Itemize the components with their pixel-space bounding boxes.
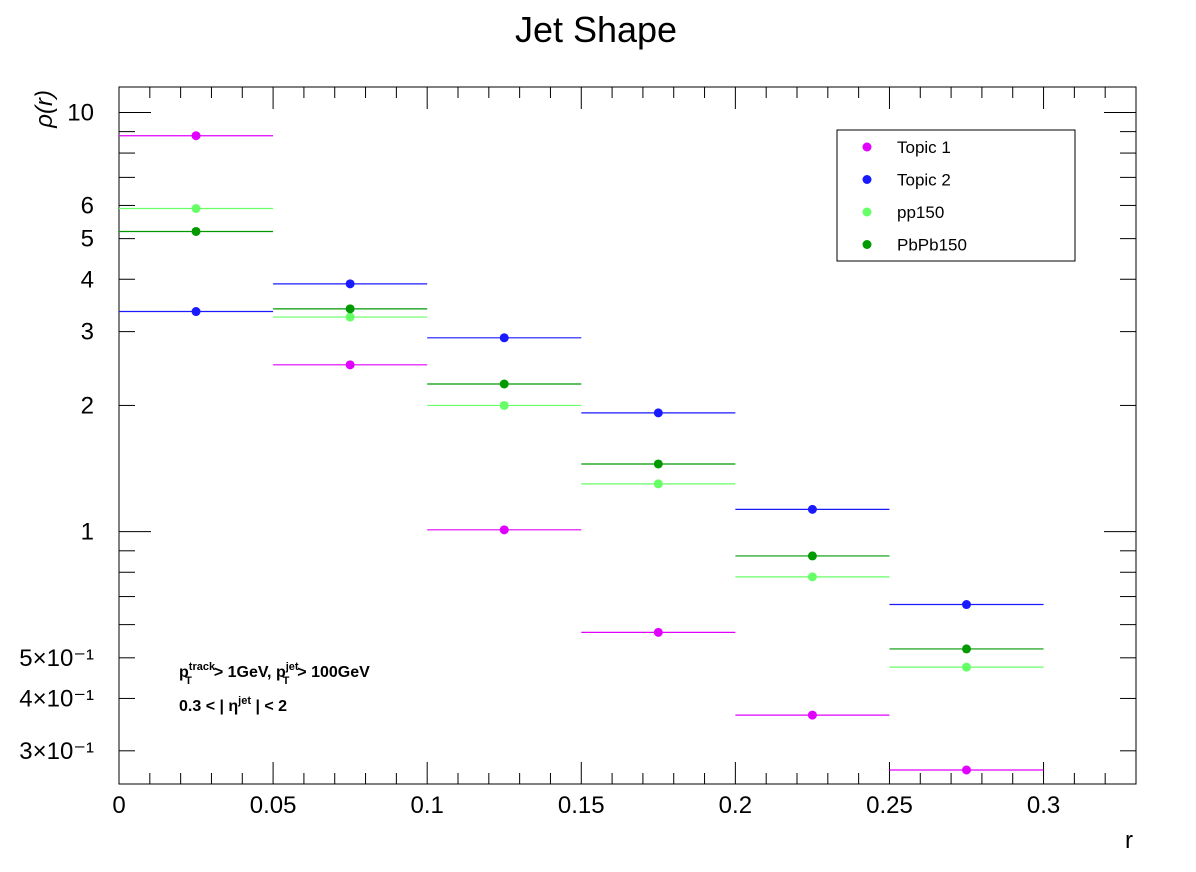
data-point: [807, 504, 817, 514]
y-tick-label: 10: [67, 99, 94, 126]
y-tick-label: 5: [81, 226, 94, 253]
data-point: [962, 600, 971, 610]
y-tick-label: 4×10⁻¹: [19, 685, 94, 712]
legend-box: [836, 129, 1076, 262]
data-point: [191, 226, 201, 236]
series-pbpb150: [119, 226, 1044, 654]
legend-marker: [862, 175, 872, 184]
data-point: [345, 304, 355, 314]
x-tick-labels: 0 0.05 0.1 0.15 0.2 0.25 0.3: [112, 792, 1060, 819]
legend-label: Topic 1: [897, 138, 951, 157]
y-tick-label: 3×10⁻¹: [19, 738, 94, 765]
data-point: [807, 572, 817, 582]
x-axis-label: r: [1125, 827, 1133, 854]
legend-entries: Topic 1 Topic 2 pp150 PbPb150: [862, 138, 967, 255]
data-point: [499, 379, 509, 389]
x-tick-label: 0.25: [866, 792, 913, 819]
legend-marker: [862, 142, 872, 152]
y-tick-label: 2: [81, 392, 94, 419]
y-tick-label: 6: [81, 192, 94, 219]
data-point: [191, 203, 201, 213]
data-point: [191, 307, 201, 317]
data-point: [191, 131, 201, 141]
x-tick-label: 0: [112, 792, 125, 819]
legend-marker: [862, 207, 872, 217]
x-tick-label: 0.15: [558, 792, 605, 819]
y-tick-label: 1: [81, 519, 94, 546]
plot-frame: [118, 86, 1137, 785]
x-tick-label: 0.3: [1027, 792, 1060, 819]
data-point: [653, 479, 663, 489]
y-axis-label: ρ(r): [31, 90, 58, 129]
y-tick-label: 5×10⁻¹: [19, 645, 94, 672]
y-tick-label: 3: [81, 319, 94, 346]
kinematic-cuts-annotation: ptrack T > 1GeV, pjet T > 100GeV 0.3 < | ηje…: [179, 661, 370, 715]
series-layer: [119, 131, 1044, 775]
x-tick-label: 0.2: [719, 792, 752, 819]
legend: Topic 1 Topic 2 pp150 PbPb150: [836, 129, 1076, 262]
legend-label: pp150: [897, 203, 944, 222]
annotation-eta-cut: 0.3 < | ηjet | < 2: [179, 695, 287, 715]
y-tick-label: 4: [81, 266, 94, 293]
data-point: [807, 551, 817, 561]
legend-label: Topic 2: [897, 171, 951, 190]
series-pp150: [119, 203, 1044, 672]
x-tick-label: 0.1: [410, 792, 443, 819]
chart-title: Jet Shape: [515, 9, 677, 50]
data-point: [499, 333, 509, 343]
data-point: [962, 644, 971, 654]
data-point: [653, 627, 663, 637]
data-point: [653, 459, 663, 469]
data-point: [807, 710, 817, 720]
legend-marker: [862, 240, 872, 249]
data-point: [499, 525, 509, 535]
y-tick-labels: 10 6 5 4 3 2 1 5×10⁻¹ 4×10⁻¹ 3×10⁻¹: [19, 99, 94, 764]
data-point: [499, 400, 509, 410]
data-point: [653, 408, 663, 418]
series-topic-1: [119, 131, 1044, 775]
data-point: [345, 360, 355, 370]
data-point: [345, 279, 355, 289]
data-point: [345, 312, 355, 322]
x-tick-label: 0.05: [250, 792, 297, 819]
series-topic-2: [119, 279, 1044, 610]
legend-label: PbPb150: [897, 236, 967, 255]
axis-ticks: [118, 87, 1137, 784]
data-point: [962, 765, 971, 775]
annotation-pt-cuts: ptrack T > 1GeV, pjet T > 100GeV: [179, 661, 370, 687]
data-point: [962, 662, 971, 672]
